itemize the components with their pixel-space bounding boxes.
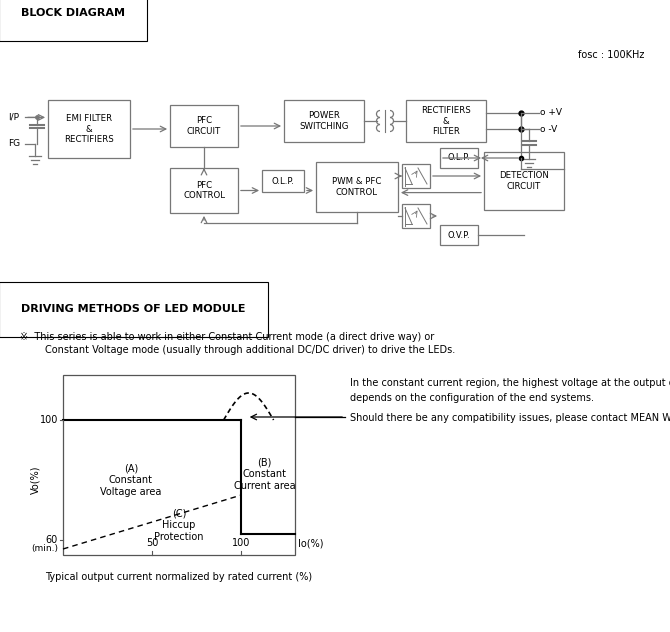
Text: PWM & PFC
CONTROL: PWM & PFC CONTROL (332, 178, 382, 197)
Text: depends on the configuration of the end systems.: depends on the configuration of the end … (350, 393, 594, 403)
Text: 100: 100 (40, 415, 58, 425)
Bar (440, 225, 478, 245)
Text: I/P: I/P (8, 113, 19, 122)
Text: PFC
CONTROL: PFC CONTROL (183, 181, 225, 200)
Text: o +V: o +V (540, 108, 562, 117)
Text: fosc : 100KHz: fosc : 100KHz (578, 50, 645, 60)
Bar (48, 100, 130, 158)
Text: 50: 50 (146, 538, 158, 548)
Text: Constant Voltage mode (usually through additional DC/DC driver) to drive the LED: Constant Voltage mode (usually through a… (20, 345, 455, 355)
Text: O.L.P.: O.L.P. (271, 176, 294, 186)
Text: 60: 60 (46, 535, 58, 545)
Text: DRIVING METHODS OF LED MODULE: DRIVING METHODS OF LED MODULE (21, 305, 245, 315)
Text: 100: 100 (232, 538, 251, 548)
Text: (A)
Constant
Voltage area: (A) Constant Voltage area (100, 463, 161, 497)
Bar (284, 100, 364, 142)
Text: O.V.P.: O.V.P. (448, 231, 470, 240)
Bar (484, 152, 564, 210)
Bar (8, 305, 17, 314)
Bar (170, 168, 238, 213)
Bar (8, 9, 17, 18)
Text: Vo(%): Vo(%) (30, 466, 40, 494)
Text: EMI FILTER
&
RECTIFIERS: EMI FILTER & RECTIFIERS (64, 114, 114, 144)
Bar (316, 162, 398, 212)
Text: PFC
CIRCUIT: PFC CIRCUIT (187, 116, 221, 136)
Text: RECTIFIERS
&
FILTER: RECTIFIERS & FILTER (421, 106, 471, 136)
Text: BLOCK DIAGRAM: BLOCK DIAGRAM (21, 8, 125, 18)
Bar (63, 375, 295, 555)
Text: (min.): (min.) (31, 545, 58, 554)
Bar (402, 164, 430, 188)
Bar (440, 148, 478, 168)
Bar (262, 170, 304, 192)
Text: DETECTION
CIRCUIT: DETECTION CIRCUIT (499, 171, 549, 191)
Bar (170, 105, 238, 147)
Text: FG: FG (8, 139, 20, 148)
Text: O.L.P.: O.L.P. (448, 154, 470, 162)
Text: Io(%): Io(%) (298, 538, 324, 548)
Text: ※  This series is able to work in either Constant Current mode (a direct drive w: ※ This series is able to work in either … (20, 332, 434, 342)
Text: (B)
Constant
Current area: (B) Constant Current area (234, 458, 295, 490)
Text: (C)
Hiccup
Protection: (C) Hiccup Protection (154, 508, 204, 542)
Text: Typical output current normalized by rated current (%): Typical output current normalized by rat… (46, 572, 313, 582)
Text: Should there be any compatibility issues, please contact MEAN WELL.: Should there be any compatibility issues… (350, 413, 670, 423)
Text: o -V: o -V (540, 125, 557, 134)
Bar (402, 204, 430, 228)
Text: In the constant current region, the highest voltage at the output of the driver: In the constant current region, the high… (350, 378, 670, 388)
Text: POWER
SWITCHING: POWER SWITCHING (299, 111, 349, 131)
Bar (406, 100, 486, 142)
